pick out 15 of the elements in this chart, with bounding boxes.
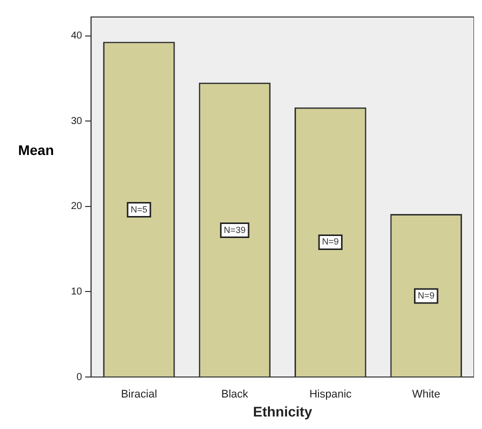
- x-tick-label: White: [412, 388, 440, 401]
- y-tick-label: 40: [71, 30, 83, 42]
- x-tick-label: Black: [221, 388, 249, 401]
- x-tick-label: Biracial: [120, 388, 158, 401]
- y-tick-label: 30: [71, 116, 83, 127]
- x-tick-label: Hispanic: [309, 388, 352, 401]
- y-tick-label: 10: [71, 286, 83, 298]
- y-tick-label: 0: [76, 372, 83, 383]
- annotation: N=9: [322, 236, 339, 247]
- x-axis-title: Ethnicity: [253, 403, 312, 420]
- y-tick-label: 20: [71, 201, 83, 212]
- annotation: N=39: [224, 224, 246, 235]
- annotation: N=5: [130, 204, 148, 214]
- y-axis-title: Mean: [18, 142, 54, 158]
- annotation: N=9: [418, 290, 435, 300]
